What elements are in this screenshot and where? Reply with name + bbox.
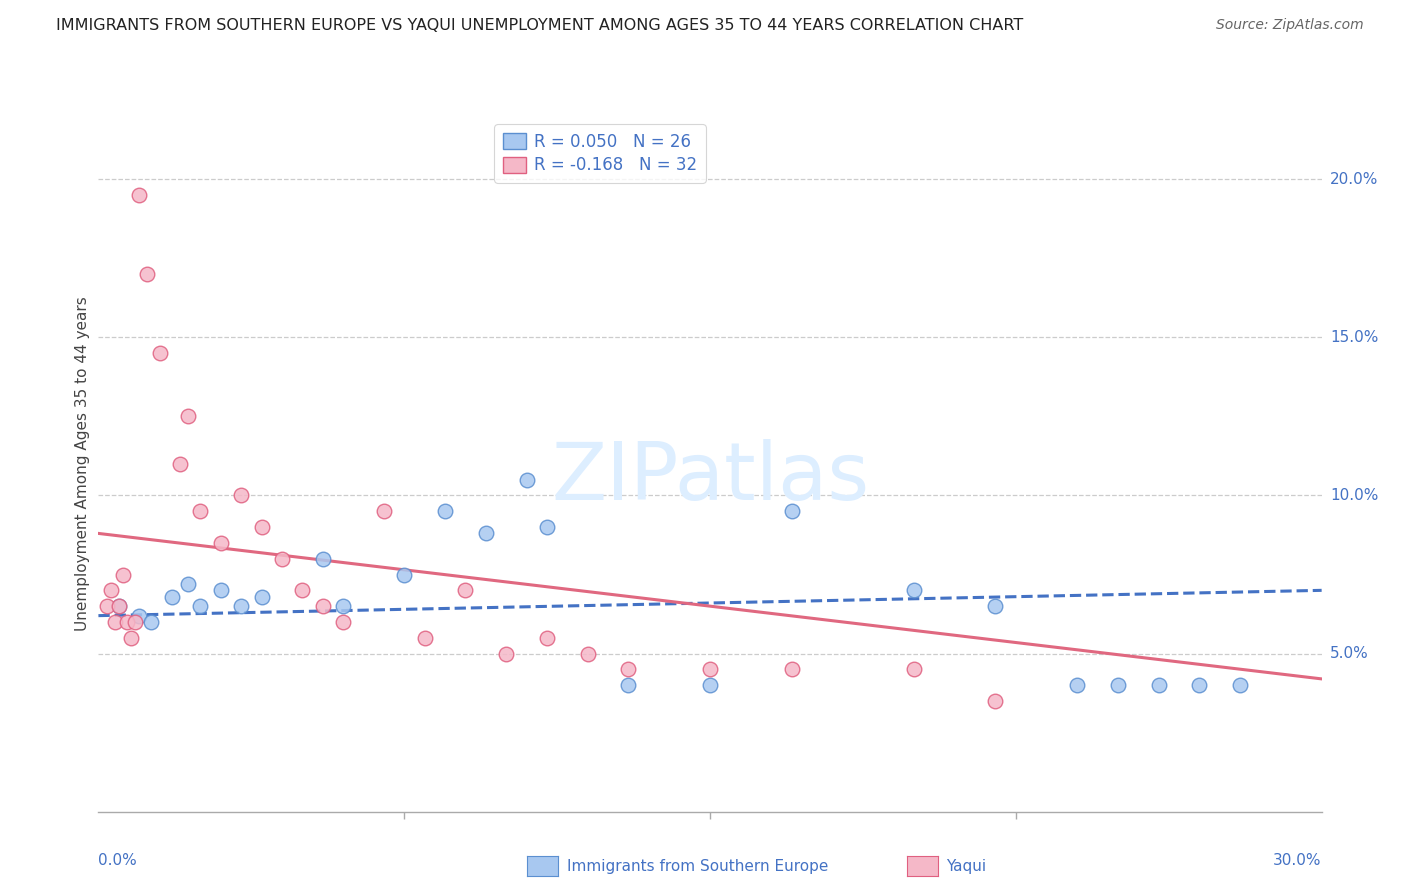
Point bbox=[108, 599, 131, 614]
Point bbox=[177, 577, 200, 591]
Point bbox=[617, 678, 640, 692]
Point bbox=[392, 567, 416, 582]
Point bbox=[188, 599, 212, 614]
Point bbox=[128, 188, 150, 202]
Point bbox=[108, 599, 131, 614]
Text: Immigrants from Southern Europe: Immigrants from Southern Europe bbox=[567, 859, 828, 873]
Point bbox=[536, 520, 558, 534]
Point bbox=[312, 599, 335, 614]
Text: ZIPatlas: ZIPatlas bbox=[551, 439, 869, 516]
Point bbox=[231, 599, 253, 614]
Point bbox=[1188, 678, 1211, 692]
Text: 15.0%: 15.0% bbox=[1330, 330, 1378, 345]
Text: Yaqui: Yaqui bbox=[946, 859, 987, 873]
Point bbox=[332, 599, 354, 614]
Point bbox=[495, 647, 517, 661]
Point bbox=[209, 583, 232, 598]
Y-axis label: Unemployment Among Ages 35 to 44 years: Unemployment Among Ages 35 to 44 years bbox=[75, 296, 90, 632]
Point bbox=[903, 662, 925, 676]
Point bbox=[120, 631, 142, 645]
Point bbox=[231, 488, 253, 502]
Point bbox=[699, 678, 721, 692]
Point bbox=[454, 583, 477, 598]
Point bbox=[169, 457, 191, 471]
Point bbox=[115, 615, 138, 629]
Point bbox=[433, 504, 456, 518]
Point bbox=[1107, 678, 1129, 692]
Text: 5.0%: 5.0% bbox=[1330, 646, 1368, 661]
Point bbox=[104, 615, 127, 629]
Point bbox=[699, 662, 721, 676]
Text: 20.0%: 20.0% bbox=[1330, 172, 1378, 186]
Point bbox=[780, 662, 803, 676]
Point bbox=[1229, 678, 1251, 692]
Text: 0.0%: 0.0% bbox=[98, 854, 138, 869]
Point bbox=[413, 631, 436, 645]
Point bbox=[96, 599, 118, 614]
Point bbox=[124, 615, 146, 629]
Text: 30.0%: 30.0% bbox=[1274, 854, 1322, 869]
Point bbox=[270, 551, 294, 566]
Point bbox=[576, 647, 599, 661]
Point bbox=[312, 551, 335, 566]
Point bbox=[136, 267, 159, 281]
Point bbox=[128, 608, 150, 623]
Point bbox=[188, 504, 212, 518]
Point bbox=[100, 583, 122, 598]
Point bbox=[984, 599, 1007, 614]
Text: 10.0%: 10.0% bbox=[1330, 488, 1378, 503]
Point bbox=[250, 520, 273, 534]
Point bbox=[149, 346, 172, 360]
Text: IMMIGRANTS FROM SOUTHERN EUROPE VS YAQUI UNEMPLOYMENT AMONG AGES 35 TO 44 YEARS : IMMIGRANTS FROM SOUTHERN EUROPE VS YAQUI… bbox=[56, 18, 1024, 33]
Point bbox=[1147, 678, 1170, 692]
Point bbox=[780, 504, 803, 518]
Point bbox=[1066, 678, 1088, 692]
Point bbox=[332, 615, 354, 629]
Point bbox=[111, 567, 134, 582]
Legend: R = 0.050   N = 26, R = -0.168   N = 32: R = 0.050 N = 26, R = -0.168 N = 32 bbox=[495, 124, 706, 183]
Point bbox=[516, 473, 538, 487]
Point bbox=[209, 536, 232, 550]
Point bbox=[474, 526, 498, 541]
Point bbox=[903, 583, 925, 598]
Point bbox=[617, 662, 640, 676]
Point bbox=[291, 583, 314, 598]
Point bbox=[984, 694, 1007, 708]
Point bbox=[250, 590, 273, 604]
Point bbox=[160, 590, 183, 604]
Point bbox=[177, 409, 200, 424]
Text: Source: ZipAtlas.com: Source: ZipAtlas.com bbox=[1216, 18, 1364, 32]
Point bbox=[373, 504, 395, 518]
Point bbox=[141, 615, 163, 629]
Point bbox=[536, 631, 558, 645]
